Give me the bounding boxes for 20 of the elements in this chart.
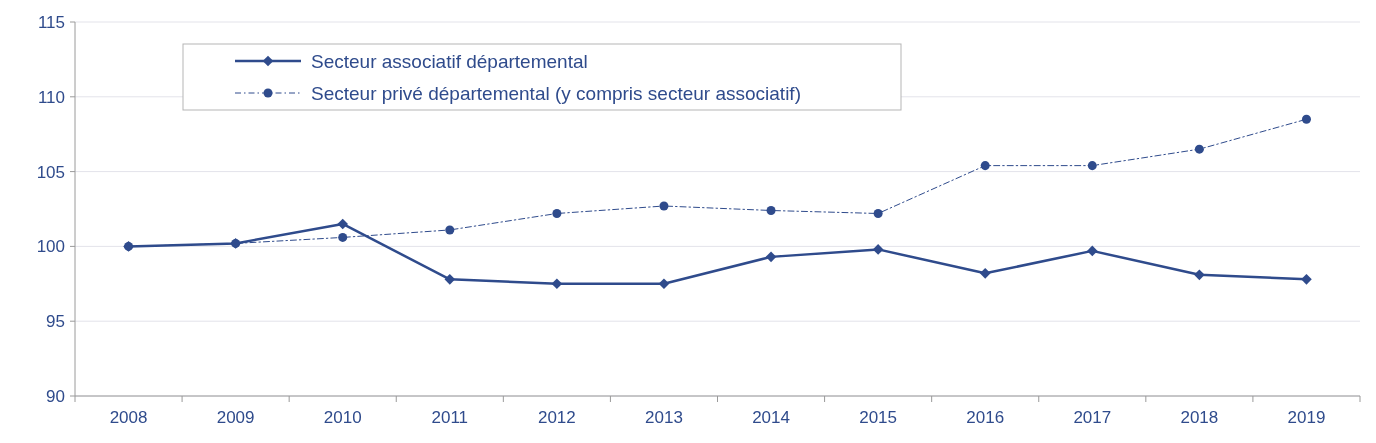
x-tick-label: 2014 — [752, 408, 790, 427]
x-tick-label: 2008 — [109, 408, 148, 427]
y-tick-label: 100 — [36, 237, 65, 257]
x-tick-label: 2009 — [216, 408, 255, 427]
y-tick-label: 95 — [46, 312, 65, 332]
x-tick-label: 2017 — [1073, 408, 1112, 427]
x-tick-label: 2011 — [431, 408, 469, 427]
y-tick-label: 110 — [37, 87, 65, 107]
x-tick-label: 2013 — [645, 408, 683, 427]
y-tick-label: 90 — [46, 386, 65, 406]
x-tick-label: 2019 — [1287, 408, 1326, 427]
x-tick-label: 2012 — [537, 408, 576, 427]
x-tick-label: 2015 — [859, 408, 898, 427]
x-tick-label: 2018 — [1180, 408, 1219, 427]
legend-label: Secteur privé départemental (y compris secteur associatif) — [311, 82, 801, 104]
y-tick-label: 115 — [37, 12, 65, 32]
x-tick-label: 2010 — [323, 408, 362, 427]
x-tick-label: 2016 — [966, 408, 1005, 427]
legend-label: Secteur associatif départemental — [311, 50, 588, 72]
y-tick-label: 105 — [36, 162, 65, 182]
